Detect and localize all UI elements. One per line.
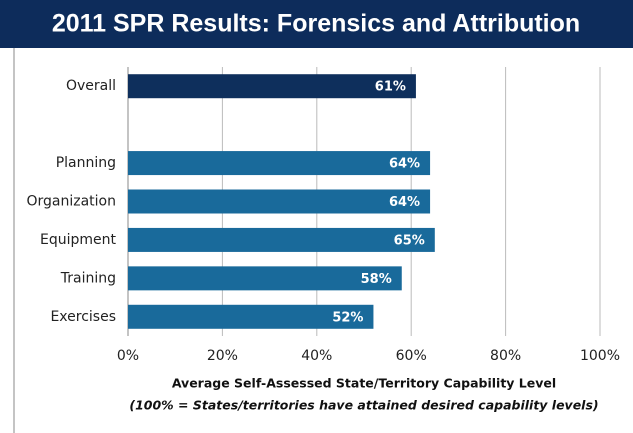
y-tick-label: Overall bbox=[66, 78, 116, 94]
bar bbox=[128, 227, 435, 252]
value-label: 64% bbox=[389, 195, 420, 210]
bar bbox=[128, 266, 402, 291]
title-banner bbox=[0, 0, 633, 48]
value-label: 64% bbox=[389, 157, 420, 172]
value-label: 52% bbox=[332, 310, 363, 325]
y-tick-label: Training bbox=[60, 270, 116, 286]
x-tick-label: 80% bbox=[490, 348, 521, 364]
bar bbox=[128, 304, 374, 329]
y-tick-label: Exercises bbox=[50, 309, 116, 325]
x-axis-title: Average Self-Assessed State/Territory Ca… bbox=[172, 376, 556, 391]
y-tick-label: Planning bbox=[56, 155, 116, 171]
chart-title: 2011 SPR Results: Forensics and Attribut… bbox=[52, 10, 580, 38]
bar bbox=[128, 74, 416, 99]
y-tick-label: Equipment bbox=[40, 232, 117, 248]
x-tick-label: 0% bbox=[117, 348, 139, 364]
x-tick-label: 100% bbox=[580, 348, 620, 364]
value-label: 65% bbox=[394, 233, 425, 248]
value-label: 61% bbox=[375, 80, 406, 95]
value-label: 58% bbox=[361, 272, 392, 287]
x-tick-label: 60% bbox=[396, 348, 427, 364]
bar bbox=[128, 189, 431, 214]
x-tick-label: 40% bbox=[301, 348, 332, 364]
x-axis-note: (100% = States/territories have attained… bbox=[129, 398, 598, 413]
x-tick-label: 20% bbox=[207, 348, 238, 364]
y-tick-label: Organization bbox=[26, 194, 116, 210]
bar bbox=[128, 151, 431, 176]
